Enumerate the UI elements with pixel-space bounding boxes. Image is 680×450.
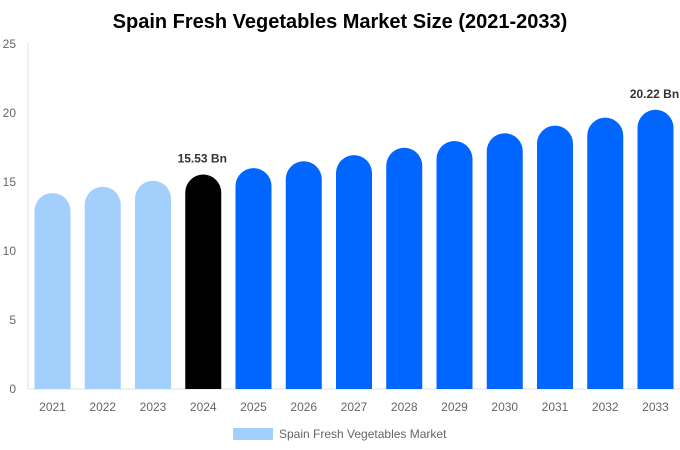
- x-tick-label: 2030: [491, 400, 518, 414]
- x-tick-label: 2027: [341, 400, 368, 414]
- x-tick-label: 2033: [642, 400, 669, 414]
- legend: Spain Fresh Vegetables Market: [233, 427, 447, 441]
- legend-swatch: [233, 428, 273, 440]
- data-label: 20.22 Bn: [630, 87, 679, 101]
- bar-2024: [185, 174, 222, 389]
- bar-2022: [84, 186, 121, 389]
- x-tick-label: 2028: [391, 400, 418, 414]
- x-tick-label: 2024: [190, 400, 217, 414]
- x-tick-label: 2025: [240, 400, 267, 414]
- x-tick-label: 2031: [542, 400, 569, 414]
- y-tick-label: 15: [3, 175, 17, 189]
- bar-2021: [34, 193, 71, 389]
- x-tick-label: 2032: [592, 400, 619, 414]
- y-tick-label: 10: [3, 244, 17, 258]
- bar-2033: [637, 109, 674, 389]
- y-tick-label: 0: [9, 382, 16, 396]
- y-tick-label: 5: [9, 313, 16, 327]
- bar-2023: [135, 180, 171, 389]
- bar-2032: [587, 117, 624, 390]
- legend-label: Spain Fresh Vegetables Market: [279, 427, 447, 441]
- bar-2031: [537, 125, 573, 389]
- y-tick-label: 25: [3, 37, 17, 51]
- x-tick-label: 2029: [441, 400, 468, 414]
- chart-title: Spain Fresh Vegetables Market Size (2021…: [113, 11, 568, 33]
- x-tick-label: 2021: [39, 400, 66, 414]
- x-tick-label: 2022: [89, 400, 116, 414]
- bar-2030: [486, 133, 523, 389]
- bar-2028: [386, 147, 423, 389]
- x-tick-label: 2023: [140, 400, 167, 414]
- data-label: 15.53 Bn: [178, 152, 227, 166]
- y-tick-label: 20: [3, 106, 17, 120]
- x-tick-label: 2026: [290, 400, 317, 414]
- bar-2025: [235, 168, 272, 389]
- bar-2027: [336, 155, 372, 389]
- bar-2026: [285, 161, 322, 389]
- bar-2029: [436, 141, 473, 389]
